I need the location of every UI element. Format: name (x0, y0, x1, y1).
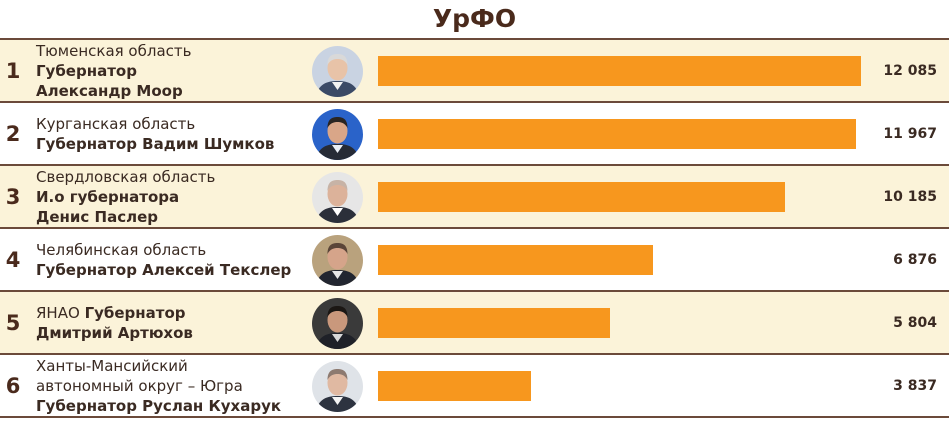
governor-name: Александр Моор (36, 81, 183, 100)
table-row: 2 Курганская область Губернатор Вадим Шу… (0, 101, 949, 164)
rank-number: 5 (5, 310, 21, 335)
value-label: 3 837 (893, 377, 937, 394)
table-row: 1 Тюменская область Губернатор Александр… (0, 38, 949, 101)
avatar-face (327, 370, 348, 395)
avatar (312, 360, 363, 412)
region-label-line2: автономный округ – Югра (36, 376, 243, 395)
governor-info: Ханты-Мансийский автономный округ – Югра… (36, 355, 306, 416)
rank-number: 4 (5, 247, 21, 272)
avatar-collar (332, 207, 343, 216)
ranking-table: 1 Тюменская область Губернатор Александр… (0, 38, 949, 418)
value-label: 10 185 (883, 188, 937, 205)
governor-title: Губернатор (84, 303, 186, 322)
chart-title: УрФО (432, 4, 517, 33)
avatar-hair (327, 179, 348, 191)
avatar (312, 171, 363, 223)
governor-title: И.о губернатора (36, 187, 180, 206)
value-bar (378, 307, 610, 338)
avatar-hair (327, 305, 348, 317)
table-row: 5 ЯНАО Губернатор Дмитрий Артюхов 5 804 (0, 290, 949, 353)
value-bar (378, 181, 785, 212)
value-bar (378, 370, 531, 401)
table-row: 3 Свердловская область И.о губернатора Д… (0, 164, 949, 227)
avatar-hair (327, 116, 348, 128)
value-label: 5 804 (893, 314, 937, 331)
region-label: Ханты-Мансийский (36, 356, 188, 375)
avatar-collar (332, 270, 343, 279)
value-bar (378, 55, 861, 86)
governor-name: Губернатор Алексей Текслер (36, 260, 292, 279)
avatar-hair (327, 242, 348, 254)
avatar (312, 297, 363, 349)
avatar-face (327, 181, 348, 206)
avatar-face (327, 307, 348, 332)
avatar-hair (327, 53, 348, 65)
rank-number: 2 (5, 121, 21, 146)
region-line: ЯНАО Губернатор (36, 303, 306, 323)
avatar-face (327, 244, 348, 269)
avatar-collar (332, 144, 343, 153)
value-bar (378, 118, 856, 149)
governor-name: Губернатор Вадим Шумков (36, 134, 275, 153)
region-label: ЯНАО (36, 303, 80, 322)
value-label: 12 085 (883, 62, 937, 79)
governor-info: Курганская область Губернатор Вадим Шумк… (36, 103, 306, 164)
value-label: 6 876 (893, 251, 937, 268)
rank-number: 3 (5, 184, 21, 209)
table-row: 4 Челябинская область Губернатор Алексей… (0, 227, 949, 290)
region-label: Челябинская область (36, 240, 207, 259)
avatar (312, 45, 363, 97)
avatar (312, 234, 363, 286)
governor-title: Губернатор (36, 61, 137, 80)
governor-name: Дмитрий Артюхов (36, 323, 193, 342)
avatar (312, 108, 363, 160)
governor-info: Челябинская область Губернатор Алексей Т… (36, 229, 306, 290)
governor-info: ЯНАО Губернатор Дмитрий Артюхов (36, 292, 306, 353)
governor-info: Тюменская область Губернатор Александр М… (36, 40, 306, 101)
avatar-hair (327, 368, 348, 380)
governor-info: Свердловская область И.о губернатора Ден… (36, 166, 306, 227)
avatar-face (327, 55, 348, 80)
region-label: Тюменская область (36, 41, 192, 60)
avatar-collar (332, 333, 343, 342)
governor-name: Губернатор Руслан Кухарук (36, 396, 282, 415)
table-row: 6 Ханты-Мансийский автономный округ – Юг… (0, 353, 949, 418)
value-label: 11 967 (883, 125, 937, 142)
region-label: Свердловская область (36, 167, 216, 186)
avatar-collar (332, 81, 343, 90)
value-bar (378, 244, 653, 275)
avatar-collar (332, 396, 343, 405)
rank-number: 1 (5, 58, 21, 83)
rank-number: 6 (5, 373, 21, 398)
avatar-face (327, 118, 348, 143)
governor-name: Денис Паслер (36, 207, 158, 226)
region-label: Курганская область (36, 114, 196, 133)
